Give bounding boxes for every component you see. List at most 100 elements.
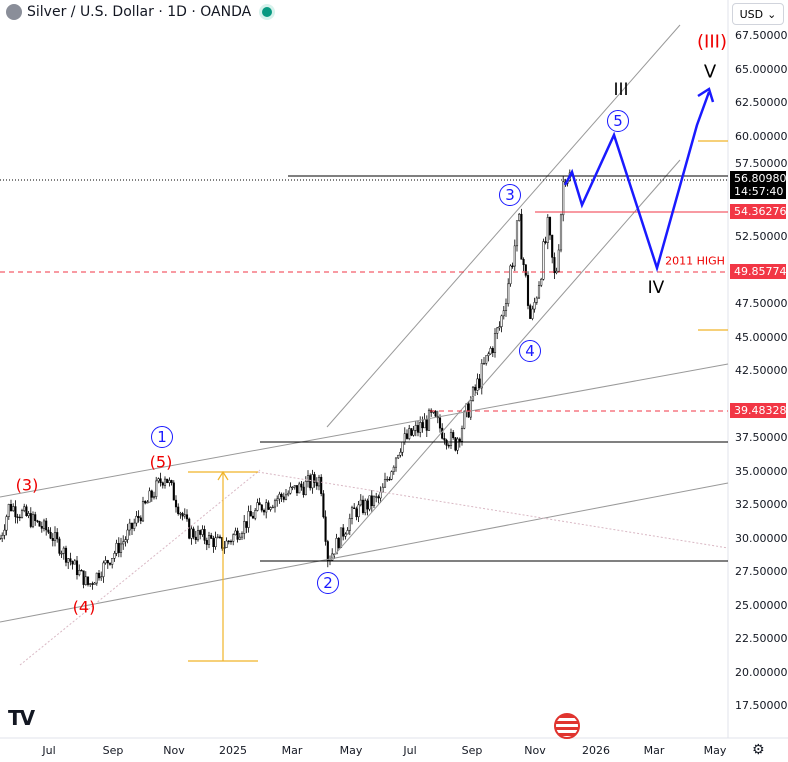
candle-body (513, 245, 516, 267)
chevron-down-icon: ⌄ (767, 7, 777, 21)
candles (0, 169, 571, 590)
candle-body (223, 547, 226, 549)
candle-body (271, 506, 274, 509)
long-channel-upper (0, 363, 729, 498)
candle-body (174, 499, 178, 508)
candle-body (78, 570, 81, 576)
market-open-icon (262, 7, 273, 17)
candle-body (199, 530, 202, 535)
candle-body (313, 474, 316, 483)
us-flag-icon[interactable] (554, 713, 580, 739)
candle-body (84, 576, 87, 585)
price-tick: 60.00000 (735, 129, 788, 143)
candle-body (234, 530, 237, 536)
silver-icon (6, 4, 22, 20)
candle-body (42, 520, 46, 529)
candle-body (141, 501, 145, 522)
candle-body (73, 560, 76, 565)
price-badge: 54.36276 (730, 204, 787, 219)
candle-body (372, 496, 376, 506)
candle-body (342, 527, 345, 537)
candle-body (491, 348, 494, 353)
price-tick: 25.00000 (735, 598, 788, 612)
candle-body (212, 538, 215, 547)
time-tick: 2026 (582, 744, 610, 757)
candle-body (320, 476, 323, 494)
candle-body (531, 308, 534, 319)
candle-body (25, 506, 28, 516)
candle-body (51, 537, 54, 541)
settings-gear-icon[interactable]: ⚙ (752, 742, 765, 758)
candle-body (381, 486, 384, 493)
wave-label-5: (5) (149, 452, 173, 472)
candle-body (260, 504, 263, 511)
price-tick: 47.50000 (735, 297, 788, 310)
candle-body (551, 234, 554, 258)
candle-body (421, 422, 424, 429)
candle-body (69, 558, 72, 562)
candle-body (75, 560, 79, 576)
candle-body (47, 529, 50, 533)
candle-body (309, 475, 312, 489)
candle-body (456, 438, 459, 451)
candle-body (353, 507, 356, 510)
bar-countdown: 14:57:40 (734, 185, 784, 198)
candle-body (489, 348, 492, 355)
time-tick: Nov (524, 744, 546, 757)
candle-body (344, 533, 347, 537)
currency-button[interactable]: USD ⌄ (732, 3, 784, 25)
candle-body (203, 529, 206, 541)
price-tick: 35.00000 (735, 464, 788, 478)
candle-body (111, 557, 114, 565)
candle-body (293, 485, 296, 488)
time-tick: Jul (403, 744, 417, 757)
candle-body (405, 433, 409, 439)
candle-body (471, 386, 475, 401)
candle-body (14, 506, 17, 518)
candle-body (247, 511, 250, 528)
candle-body (526, 275, 530, 306)
candle-body (0, 538, 2, 540)
candle-body (201, 529, 204, 535)
candle-body (38, 521, 41, 527)
candle-body (467, 403, 470, 418)
candle-body (60, 553, 63, 555)
candle-body (97, 572, 101, 579)
candle-body (40, 526, 43, 529)
candle-body (45, 520, 48, 531)
candle-body (229, 540, 233, 543)
dotted-trend-2 (19, 469, 261, 666)
candle-body (287, 492, 290, 496)
candle-body (269, 507, 272, 510)
price-tick: 20.00000 (735, 665, 788, 679)
candle-body (282, 496, 285, 500)
candle-body (243, 521, 246, 534)
candle-body (324, 516, 327, 542)
candle-body (64, 547, 68, 563)
symbol-title: Silver / U.S. Dollar · 1D · OANDA (27, 4, 252, 20)
candle-body (265, 502, 268, 513)
candle-body (232, 534, 235, 542)
candle-body (210, 535, 213, 539)
candle-body (392, 466, 395, 472)
candle-body (276, 498, 279, 502)
candle-body (102, 562, 105, 577)
candle-body (507, 283, 510, 304)
candle-body (518, 213, 521, 221)
candle-body (115, 542, 118, 554)
wave-circle-1: 1 (151, 426, 173, 448)
candle-body (326, 541, 329, 562)
tradingview-logo[interactable]: TV (8, 706, 35, 730)
candle-body (300, 483, 303, 488)
symbol-header[interactable]: Silver / U.S. Dollar · 1D · OANDA (6, 4, 273, 20)
price-tick: 32.50000 (735, 498, 788, 511)
candle-body (185, 514, 189, 520)
candle-body (438, 417, 442, 429)
candle-body (168, 480, 171, 483)
candle-body (126, 529, 129, 540)
candle-body (29, 513, 32, 527)
candle-body (295, 485, 299, 494)
candle-body (476, 378, 479, 391)
candle-body (227, 540, 230, 543)
